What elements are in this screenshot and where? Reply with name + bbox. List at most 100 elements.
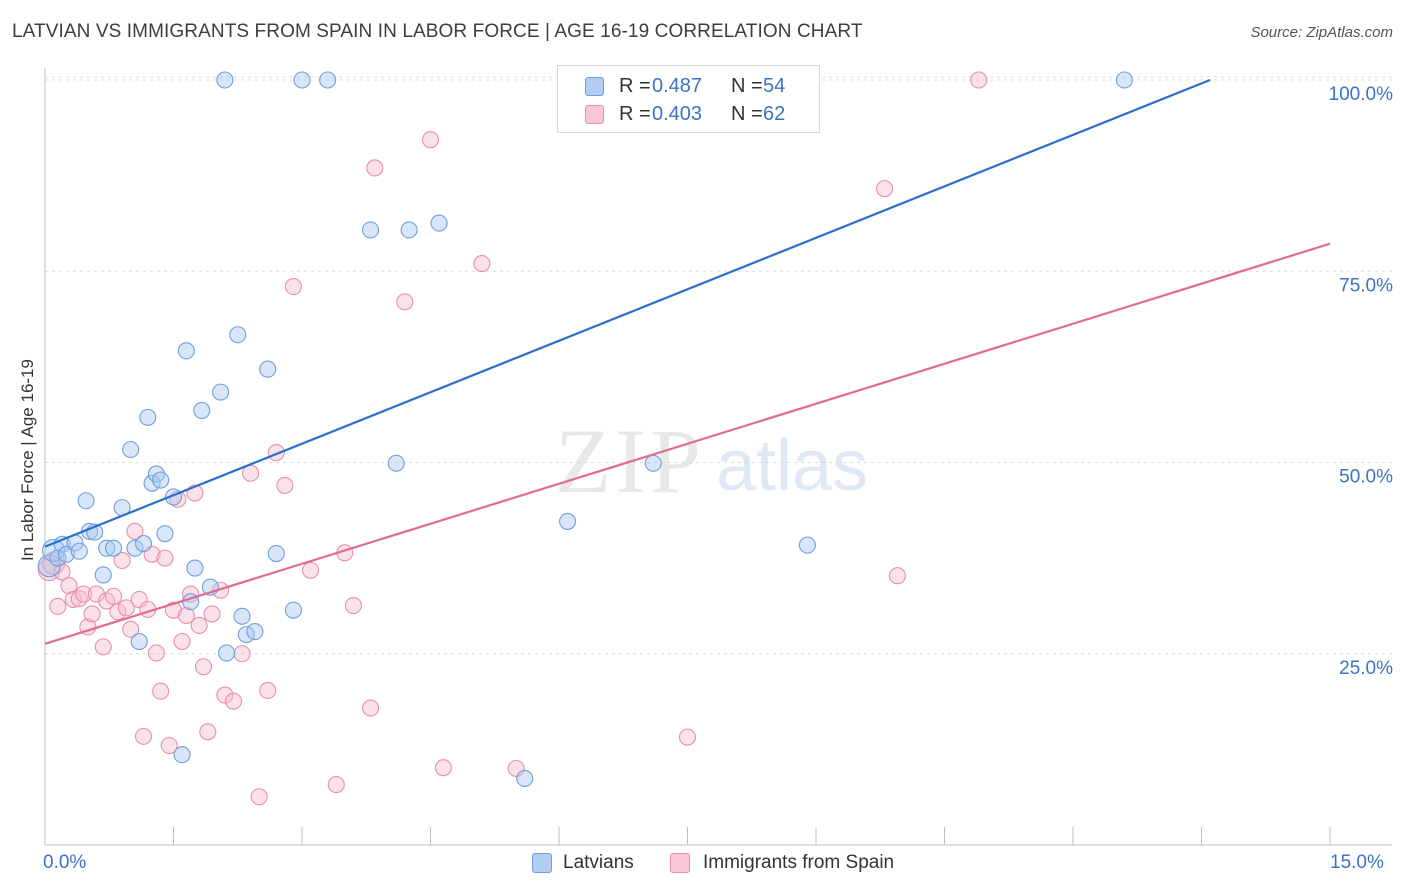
data-point-spain [250, 788, 268, 806]
data-point-spain [104, 587, 123, 605]
data-point-spain [64, 590, 82, 608]
data-point-spain [49, 597, 67, 615]
chart-title: LATVIAN VS IMMIGRANTS FROM SPAIN IN LABO… [12, 21, 863, 42]
data-point-latvian [98, 539, 116, 557]
data-point-latvian [644, 454, 662, 472]
data-point-spain [216, 686, 234, 704]
data-point-spain [224, 692, 243, 710]
legend-swatch-pink [670, 853, 690, 873]
data-point-latvian [516, 769, 534, 787]
data-point-latvian [259, 360, 277, 378]
data-point-latvian [77, 492, 95, 510]
data-point-spain [156, 549, 174, 567]
data-point-latvian [430, 214, 448, 232]
legend-row-latvians: R = 0.487 N = 54 [558, 73, 819, 101]
legend-r-value: 0.487 [652, 75, 703, 97]
data-point-spain [194, 658, 213, 676]
data-point-latvian [57, 545, 75, 563]
data-point-latvian [186, 559, 204, 577]
legend-r-value: 0.403 [652, 103, 703, 125]
data-point-spain [177, 606, 195, 625]
data-point-spain [327, 776, 345, 794]
y-tick-label: 75.0% [1339, 275, 1393, 296]
axes [44, 68, 1392, 846]
data-point-spain [53, 563, 71, 581]
data-point-spain [60, 577, 78, 595]
data-point-latvian [319, 71, 337, 89]
data-point-latvian [156, 525, 174, 543]
trend-line-latvians [44, 78, 1211, 548]
data-point-latvian [193, 401, 211, 420]
x-tick-min: 0.0% [43, 852, 87, 873]
data-point-latvian [361, 221, 380, 239]
data-point-latvian [134, 535, 153, 553]
data-point-spain [113, 551, 131, 569]
data-point-latvian [122, 440, 140, 459]
source-credit: Source: ZipAtlas.com [1250, 24, 1393, 41]
points-immigrants-from-spain [37, 71, 988, 806]
data-point-spain [366, 159, 384, 177]
data-point-latvian [218, 644, 236, 662]
data-point-spain [233, 645, 251, 663]
data-point-spain [126, 522, 144, 540]
y-tick-label: 100.0% [1329, 84, 1394, 105]
trend-lines [44, 78, 1331, 645]
data-point-spain [75, 585, 93, 603]
data-point-latvian [216, 71, 234, 89]
correlation-legend: R = 0.487 N = 54 R = 0.403 N = 62 [557, 65, 820, 133]
data-point-spain [421, 131, 440, 149]
legend-swatch-blue [532, 853, 552, 873]
data-point-spain [152, 682, 170, 700]
data-point-latvian [94, 566, 112, 584]
y-tick-labels: 25.0% 50.0% 75.0% 100.0% [1329, 84, 1394, 679]
watermark-zip: ZIP [555, 410, 705, 512]
data-point-spain [434, 759, 452, 777]
watermark: ZIP atlas [555, 410, 868, 512]
data-point-spain [190, 616, 208, 634]
y-tick-label: 25.0% [1339, 658, 1393, 679]
data-point-spain [87, 585, 105, 603]
data-point-spain [199, 723, 217, 741]
data-point-latvian [246, 623, 264, 641]
data-point-latvian [152, 471, 170, 489]
grid-lines [45, 76, 1392, 655]
data-point-spain [888, 567, 906, 585]
data-point-latvian [126, 539, 144, 557]
y-tick-label: 50.0% [1339, 467, 1393, 488]
data-point-spain [94, 638, 112, 656]
data-point-spain [173, 632, 191, 651]
data-point-spain [302, 561, 320, 579]
x-tick-max: 15.0% [1330, 852, 1384, 873]
data-point-spain [970, 71, 988, 89]
data-point-spain [160, 736, 178, 755]
data-point-spain [117, 599, 135, 617]
legend-n-label: N = [731, 103, 763, 125]
data-point-spain [109, 603, 127, 621]
data-point-spain [122, 620, 140, 638]
data-point-latvian [49, 549, 67, 567]
data-point-latvian [798, 536, 816, 554]
legend-swatch-blue [585, 77, 604, 96]
legend-row-spain: R = 0.403 N = 62 [558, 101, 819, 129]
data-point-spain [361, 699, 380, 717]
watermark-atlas: atlas [716, 426, 868, 506]
data-point-latvian [1115, 71, 1133, 89]
data-point-latvian [229, 326, 247, 344]
data-point-latvian [293, 71, 311, 89]
data-point-latvian [104, 539, 123, 557]
data-point-spain [344, 597, 362, 615]
data-point-latvian [400, 221, 418, 239]
data-point-spain [473, 255, 491, 273]
data-point-latvian [130, 632, 148, 651]
data-point-spain [259, 681, 277, 700]
trend-line-spain [44, 242, 1331, 645]
legend-swatch-pink [585, 105, 604, 124]
data-point-latvian [284, 601, 302, 619]
legend-r-label: R = [619, 103, 651, 125]
legend-n-value: 62 [763, 103, 786, 125]
data-point-spain [678, 728, 697, 746]
data-point-latvian [559, 512, 577, 530]
legend-label-spain: Immigrants from Spain [703, 852, 895, 873]
data-point-latvian [212, 383, 230, 401]
